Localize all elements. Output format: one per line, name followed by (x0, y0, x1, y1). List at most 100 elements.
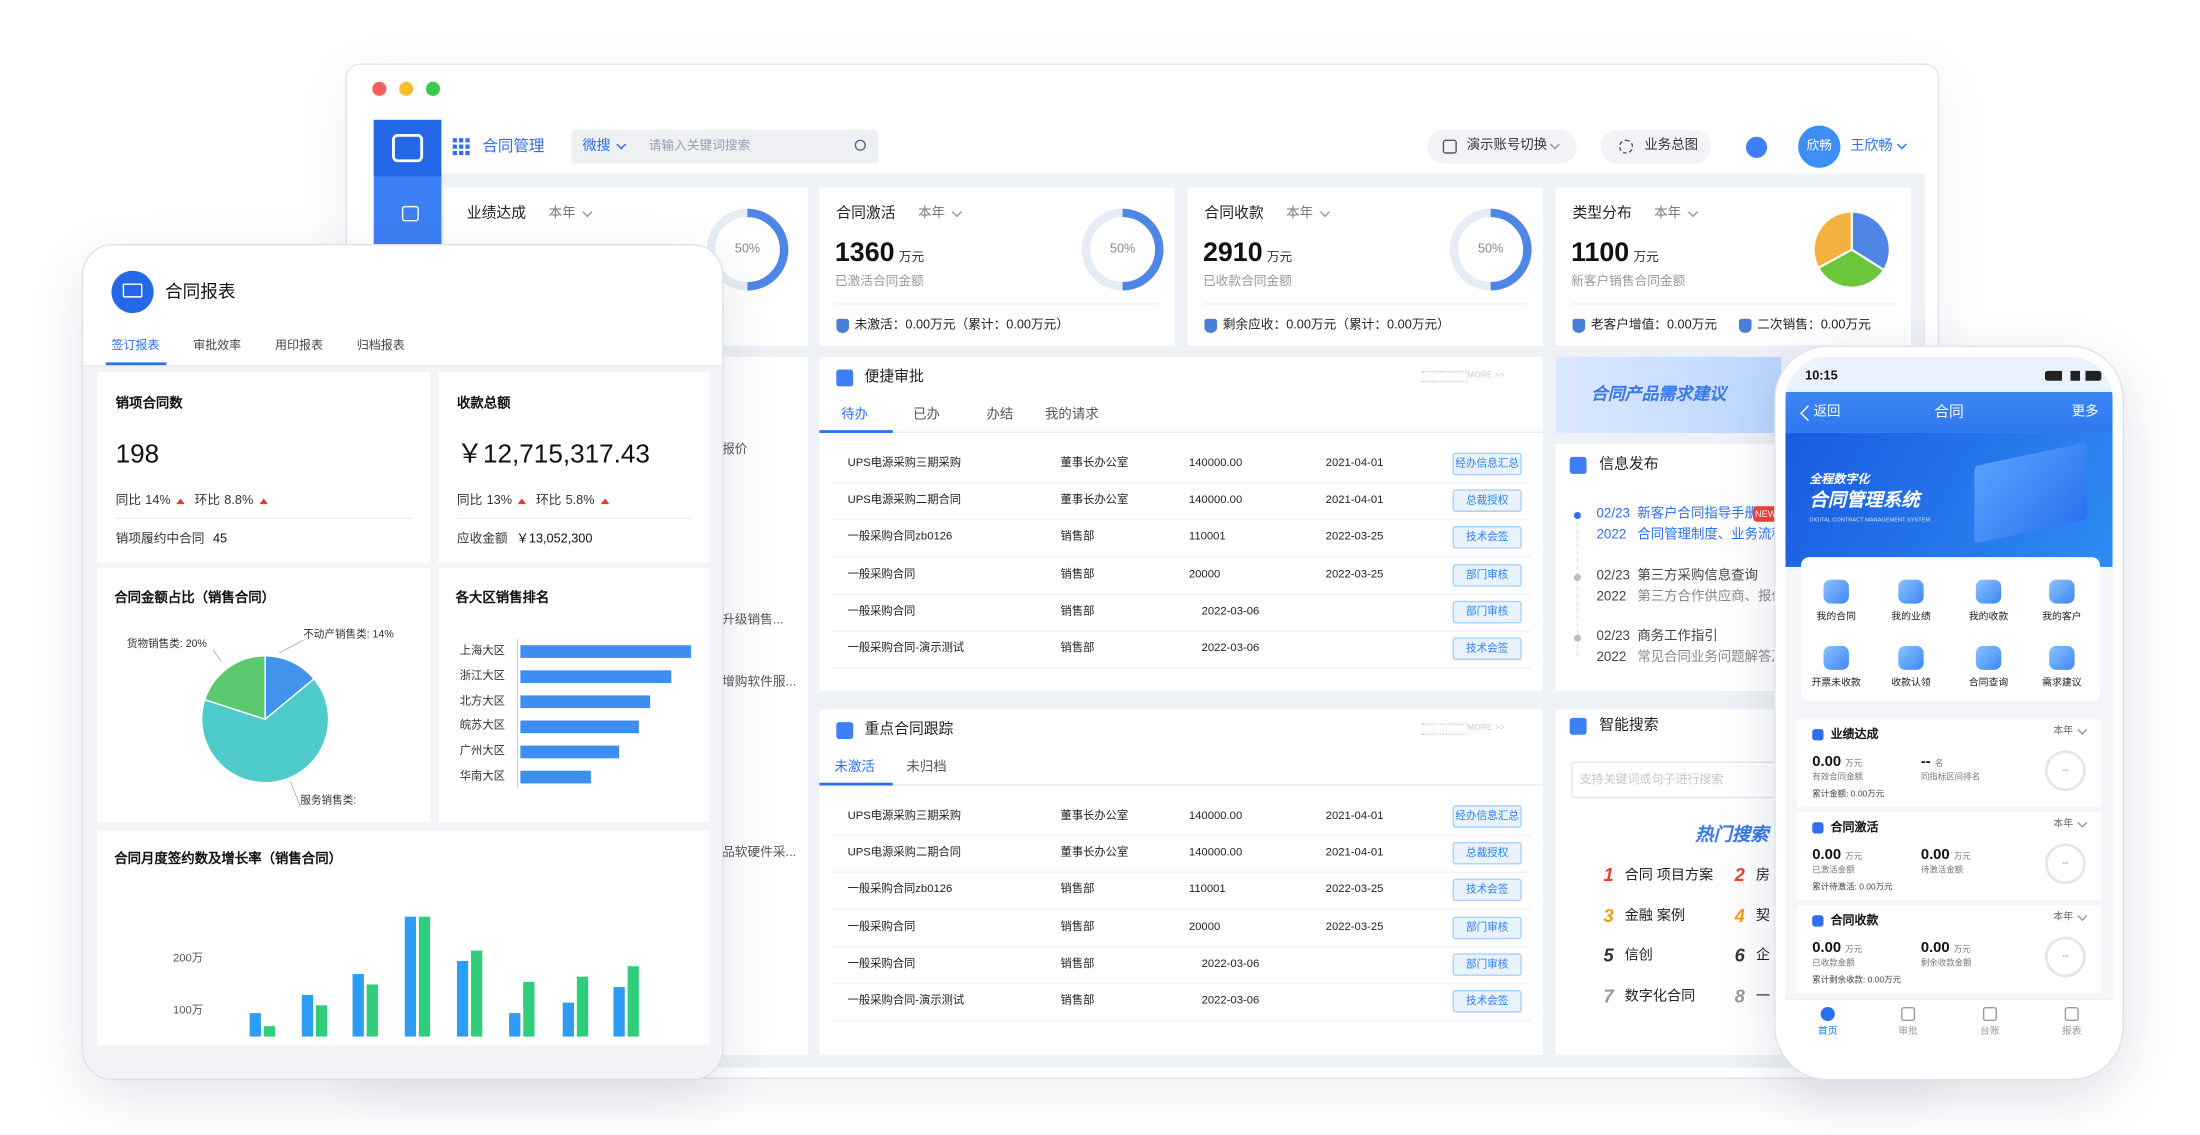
status-tag[interactable] (1452, 916, 1522, 939)
shortcut-label[interactable]: 我的收款 (1968, 612, 2009, 623)
metric-period[interactable]: 本年 (2053, 726, 2074, 737)
shortcut-label[interactable]: 合同查询 (1968, 678, 2009, 689)
hot-term[interactable]: 企 (1755, 948, 1770, 964)
kpi-divider (1571, 303, 1896, 305)
status-tag-text: 部门审核 (1466, 957, 1509, 970)
kpi-period[interactable]: 本年 (918, 205, 945, 222)
tab[interactable]: 未归档 (906, 759, 947, 776)
hot-term[interactable]: 金融 案例 (1624, 908, 1685, 924)
metric-number: 0.00 (1812, 846, 1842, 864)
more-menu-button[interactable] (1745, 136, 1768, 158)
hot-term[interactable]: 数字化合同 (1624, 988, 1696, 1005)
column (562, 1002, 574, 1037)
shortcut-label[interactable]: 收款认领 (1891, 678, 1931, 689)
tab-label[interactable]: 审批 (1898, 1026, 1919, 1037)
status-tag[interactable] (1452, 805, 1522, 828)
promo-banner[interactable] (1555, 356, 1782, 433)
stat-divider (456, 517, 692, 519)
shortcut-icon[interactable] (2049, 579, 2075, 604)
cell-dept: 销售部 (1060, 604, 1095, 617)
shortcut-label[interactable]: 我的业绩 (1891, 612, 1931, 623)
shortcut-icon[interactable] (1898, 579, 1924, 604)
shortcut-icon[interactable] (1975, 645, 2002, 670)
metric-period[interactable]: 本年 (2053, 912, 2074, 923)
shortcut-icon[interactable] (2049, 645, 2075, 670)
sidebar-icon[interactable] (401, 205, 419, 222)
column (471, 950, 483, 1037)
shortcut-label[interactable]: 我的客户 (2042, 612, 2082, 623)
status-tag[interactable] (1452, 990, 1522, 1013)
tab-icon[interactable] (1820, 1006, 1835, 1022)
tab[interactable]: 签订报表 (111, 337, 160, 352)
tab[interactable]: 待办 (841, 407, 869, 423)
account-switch-button[interactable] (1427, 129, 1577, 164)
window-control[interactable] (399, 81, 414, 96)
news-title[interactable]: 商务工作指引 (1637, 628, 1718, 645)
hot-term[interactable]: 房 (1755, 868, 1770, 884)
back-button[interactable]: 返回 (1813, 404, 1841, 420)
search-scope[interactable]: 微搜 (582, 138, 611, 155)
hot-rank: 6 (1734, 944, 1745, 966)
tab[interactable]: 已办 (913, 407, 940, 423)
tab-icon[interactable] (1901, 1006, 1916, 1022)
tab-label[interactable]: 台账 (1980, 1026, 2000, 1037)
more-button[interactable]: 更多 (2071, 404, 2099, 420)
status-tag[interactable] (1452, 489, 1522, 513)
kpi-period[interactable]: 本年 (548, 205, 576, 222)
tab[interactable]: 用印报表 (274, 337, 323, 352)
cell-name: 一般采购合同-演示测试 (847, 641, 965, 654)
news-title[interactable]: 新客户合同指导手册 (1637, 505, 1758, 522)
hot-term[interactable]: 一 (1755, 988, 1770, 1005)
user-name[interactable]: 王欣畅 (1850, 138, 1893, 155)
panel-more[interactable]: MORE >> (1467, 371, 1505, 381)
hot-term[interactable]: 合同 项目方案 (1624, 868, 1714, 884)
tab[interactable]: 归档报表 (356, 337, 405, 352)
window-control[interactable] (425, 81, 441, 96)
bar-category-label: 浙江大区 (459, 669, 505, 682)
status-tag[interactable] (1452, 452, 1522, 476)
avatar[interactable] (1798, 125, 1841, 168)
search-input[interactable]: 请输入关键词搜索 (648, 138, 751, 153)
panel-more[interactable]: MORE >> (1467, 724, 1505, 733)
column (366, 984, 378, 1037)
search-icon[interactable] (854, 139, 866, 151)
tab-label[interactable]: 报表 (2061, 1026, 2082, 1037)
kpi-period[interactable]: 本年 (1654, 205, 1682, 222)
shortcut-icon[interactable] (1975, 579, 2002, 604)
status-tag[interactable] (1452, 842, 1522, 865)
metric-number: 0.00 (1920, 846, 1950, 864)
shortcut-label[interactable]: 我的合同 (1816, 612, 1856, 623)
status-tag[interactable] (1452, 637, 1522, 661)
app-header (1785, 356, 2113, 433)
tab[interactable]: 我的请求 (1045, 407, 1099, 423)
shortcut-label[interactable]: 需求建议 (2042, 678, 2082, 689)
tab[interactable]: 办结 (986, 407, 1014, 423)
phone-screen: 10:15 返回 合同 更多 全程数字化 合同管理系统 DIGITAL CONTRACT M… (1785, 356, 2113, 1068)
status-tag[interactable] (1452, 879, 1522, 902)
cell-name: 一般采购合同 (847, 919, 916, 933)
metric-total: 累计剩余收款: 0.00万元 (1812, 976, 1902, 986)
cell-date: 2022-03-25 (1325, 919, 1384, 933)
window-control[interactable] (372, 81, 387, 96)
status-tag[interactable] (1452, 526, 1522, 550)
tab[interactable]: 未激活 (834, 759, 875, 776)
hot-term[interactable]: 信创 (1624, 948, 1653, 964)
tab-label[interactable]: 首页 (1817, 1026, 1838, 1037)
kpi-period[interactable]: 本年 (1286, 205, 1314, 222)
status-tag[interactable] (1452, 600, 1522, 624)
shortcut-icon[interactable] (1823, 579, 1849, 604)
shortcut-icon[interactable] (1898, 645, 1924, 670)
shortcut-icon[interactable] (1823, 645, 1849, 670)
status-tag[interactable] (1452, 563, 1522, 587)
hot-term[interactable]: 契 (1755, 908, 1770, 924)
tab-icon[interactable] (2064, 1006, 2079, 1022)
tab-icon[interactable] (1982, 1006, 1997, 1022)
tab[interactable]: 审批效率 (193, 337, 242, 352)
panel-icon (836, 722, 854, 739)
panel-title: 便捷审批 (864, 368, 924, 386)
shortcut-label[interactable]: 开票未收款 (1811, 678, 1861, 689)
status-tag[interactable] (1452, 953, 1522, 976)
news-title[interactable]: 第三方采购信息查询 (1637, 567, 1758, 583)
metric-period[interactable]: 本年 (2053, 819, 2074, 830)
